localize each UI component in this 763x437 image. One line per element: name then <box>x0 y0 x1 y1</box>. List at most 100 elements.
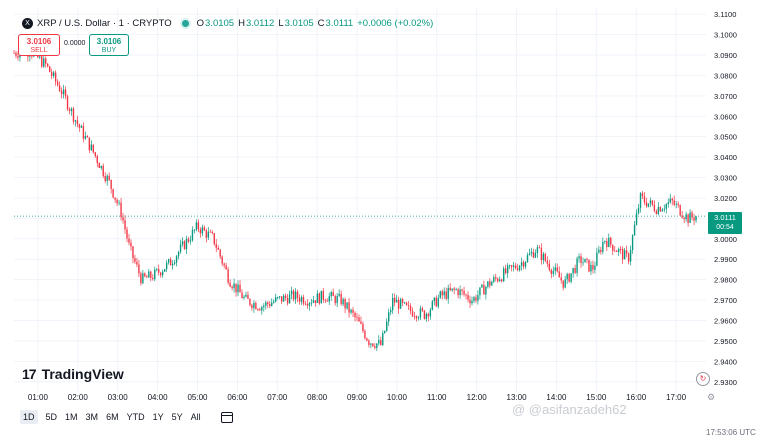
candle-body <box>495 277 497 279</box>
range-5y[interactable]: 5Y <box>171 412 183 422</box>
candle-body <box>300 297 303 302</box>
candle-body <box>598 249 600 253</box>
time-tick-label: 12:00 <box>467 393 488 402</box>
candle-body <box>399 299 402 309</box>
range-5d[interactable]: 5D <box>45 412 58 422</box>
candle-body <box>223 263 225 266</box>
candle-body <box>380 340 382 345</box>
range-6m[interactable]: 6M <box>106 412 119 422</box>
candle-body <box>213 233 215 245</box>
candle-body <box>338 293 340 296</box>
candle-body <box>29 55 31 57</box>
sell-button[interactable]: 3.0106 SELL <box>18 34 60 56</box>
candle-body <box>441 291 443 296</box>
candle-body <box>463 290 465 295</box>
candle-body <box>310 302 313 304</box>
symbol-title[interactable]: XRP / U.S. Dollar · 1 · CRYPTO <box>37 17 172 29</box>
range-1y[interactable]: 1Y <box>152 412 164 422</box>
buy-button[interactable]: 3.0106 BUY <box>89 34 129 56</box>
utc-clock[interactable]: 17:53:06 UTC <box>706 428 756 437</box>
candle-body <box>423 310 426 319</box>
candle-body <box>497 278 499 282</box>
candle-body <box>667 202 669 205</box>
candle-body <box>332 292 334 297</box>
candle-body <box>578 256 580 259</box>
candle-body <box>98 163 100 169</box>
candle-body <box>653 204 656 211</box>
range-ytd[interactable]: YTD <box>126 412 145 422</box>
range-all[interactable]: All <box>190 412 201 422</box>
candle-body <box>621 249 624 260</box>
candle-body <box>259 309 261 311</box>
range-3m[interactable]: 3M <box>85 412 99 422</box>
candle-body <box>449 287 451 291</box>
candle-body <box>655 210 658 214</box>
candle-body <box>94 152 96 157</box>
candle-body <box>179 244 182 252</box>
candle-body <box>643 196 646 203</box>
candle-body <box>618 248 620 252</box>
candle-body <box>197 222 200 230</box>
candle-body <box>469 299 471 304</box>
time-tick-label: 05:00 <box>187 393 208 402</box>
candle-body <box>358 317 360 322</box>
candle-body <box>635 213 638 225</box>
candle-body <box>278 296 281 298</box>
candle-body <box>138 264 140 274</box>
candle-body <box>586 258 588 260</box>
candle-body <box>582 262 584 264</box>
candle-body <box>433 297 436 302</box>
price-tick-label: 2.9300 <box>714 378 737 387</box>
candle-body <box>48 66 51 73</box>
candle-body <box>78 124 81 128</box>
candle-body <box>104 175 106 181</box>
candle-body <box>627 253 630 262</box>
candle-body <box>552 270 554 274</box>
candle-body <box>241 292 243 299</box>
candle-body <box>455 289 457 291</box>
last-price-value: 3.0111 <box>714 213 736 222</box>
candle-body <box>231 286 233 289</box>
time-axis[interactable]: 01:00 02:00 03:00 04:00 05:00 06:00 07:00 08:00… <box>28 393 687 402</box>
candle-body <box>154 269 156 280</box>
candle-body <box>524 261 527 267</box>
price-axis[interactable]: 3.1100 3.1000 3.0900 3.0800 3.0700 3.0600 3.05… <box>714 10 737 387</box>
candle-body <box>374 346 376 348</box>
candle-body <box>45 58 47 64</box>
candle-body <box>217 247 219 250</box>
tradingview-logo[interactable]: 17 TradingView <box>22 366 124 382</box>
settings-icon[interactable]: ⚙ <box>707 392 716 402</box>
candle-body <box>66 96 69 110</box>
candle-body <box>132 246 134 259</box>
candle-body <box>312 300 315 303</box>
candle-body <box>346 302 348 309</box>
candle-body <box>671 198 673 201</box>
candle-body <box>136 261 138 265</box>
candle-body <box>243 296 245 299</box>
calendar-icon[interactable] <box>220 411 233 423</box>
candle-body <box>314 300 317 303</box>
candle-body <box>487 281 489 287</box>
candle-body <box>572 267 574 274</box>
candle-body <box>614 250 616 252</box>
logo-text: TradingView <box>41 366 124 382</box>
price-tick-label: 3.0300 <box>714 174 737 183</box>
candle-body <box>443 291 445 296</box>
candle-body <box>290 290 293 295</box>
candle-body <box>592 264 594 270</box>
candle-body <box>261 307 263 311</box>
candle-body <box>271 302 273 306</box>
candle-body <box>594 265 596 270</box>
candle-body <box>540 248 543 261</box>
candle-body <box>183 241 186 250</box>
range-1m[interactable]: 1M <box>65 412 78 422</box>
time-tick-label: 17:00 <box>666 393 687 402</box>
reload-icon[interactable]: ↻ <box>696 372 710 386</box>
candle-body <box>574 267 576 273</box>
candle-body <box>538 247 541 249</box>
candle-body <box>693 217 695 221</box>
candle-body <box>512 265 515 267</box>
price-tick-label: 2.9800 <box>714 276 737 285</box>
range-1d[interactable]: 1D <box>20 410 38 424</box>
